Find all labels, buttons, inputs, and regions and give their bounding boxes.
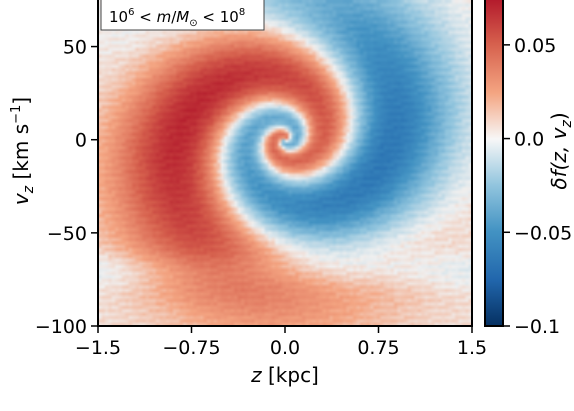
colorbar-tick-label: 0.0 bbox=[514, 129, 544, 151]
x-axis-var: z bbox=[250, 363, 262, 387]
colorbar-label-sub: z bbox=[559, 120, 574, 129]
annotation-lt2: < bbox=[198, 8, 220, 26]
colorbar-ticks: −0.1 −0.05 0.0 0.05 bbox=[503, 35, 572, 338]
colorbar-label-main: δf(z, v bbox=[547, 126, 571, 189]
colorbar-label-close: ) bbox=[547, 112, 571, 120]
x-tick-label: −1.5 bbox=[75, 337, 121, 359]
y-tick-label: 50 bbox=[63, 37, 87, 59]
x-tick-label: 0.75 bbox=[357, 337, 399, 359]
annotation-sun: ⊙ bbox=[189, 18, 197, 29]
y-axis-unit-post: ] bbox=[9, 97, 33, 105]
annotation-base2: 10 bbox=[220, 8, 239, 26]
colorbar-tick-label: 0.05 bbox=[514, 35, 556, 57]
annotation-exp2: 8 bbox=[239, 7, 245, 18]
annotation-text: 106 < m/M⊙ < 108 bbox=[109, 7, 245, 29]
colorbar-tick-label: −0.05 bbox=[514, 222, 572, 244]
colorbar bbox=[484, 0, 504, 327]
y-tick-label: 0 bbox=[75, 130, 87, 152]
x-axis-label: z [kpc] bbox=[250, 363, 319, 387]
annotation-M: M bbox=[176, 8, 189, 26]
x-tick-label: 1.5 bbox=[457, 337, 487, 359]
y-axis-unit-exp: −1 bbox=[9, 105, 24, 124]
heatmap-image bbox=[98, 0, 472, 326]
colorbar-label: δf(z, vz) bbox=[547, 112, 574, 189]
heatmap bbox=[98, 0, 472, 326]
y-axis-var: v bbox=[9, 192, 33, 205]
annotation-m: m bbox=[157, 8, 172, 26]
y-axis-label: vz [km s−1] bbox=[9, 97, 37, 205]
annotation-slash: / bbox=[171, 8, 177, 26]
y-axis-sub: z bbox=[21, 185, 37, 194]
annotation-base1: 10 bbox=[109, 8, 128, 26]
annotation-lt1: < bbox=[134, 8, 156, 26]
colorbar-tick-label: −0.1 bbox=[514, 316, 560, 338]
mass-range-annotation: 106 < m/M⊙ < 108 bbox=[100, 0, 265, 31]
y-tick-label: −50 bbox=[47, 223, 87, 245]
annotation-box bbox=[100, 0, 265, 31]
x-tick-label: 0.0 bbox=[270, 337, 300, 359]
x-axis-ticks: −1.5 −0.75 0.0 0.75 1.5 bbox=[75, 326, 487, 359]
x-axis-unit: [kpc] bbox=[262, 363, 319, 387]
annotation-exp1: 6 bbox=[128, 7, 134, 18]
y-axis-ticks: −100 −50 0 50 bbox=[35, 37, 98, 338]
y-tick-label: −100 bbox=[35, 316, 87, 338]
y-axis-unit-pre: [km s bbox=[9, 124, 33, 186]
x-tick-label: −0.75 bbox=[162, 337, 220, 359]
